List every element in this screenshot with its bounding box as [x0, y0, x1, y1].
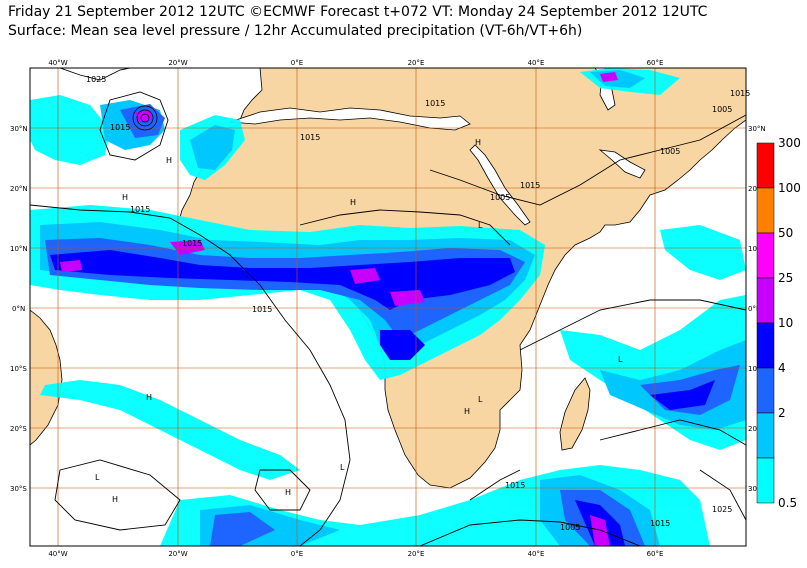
legend-swatch	[756, 232, 775, 279]
lat-tick-label: 0°N	[12, 305, 25, 313]
isobar-1025-southeast	[699, 469, 746, 521]
lon-tick-label: 40°W	[48, 550, 67, 558]
lon-tick-label: 40°E	[528, 59, 545, 67]
legend-label: 2	[778, 406, 786, 420]
isobar-label: 1015	[730, 89, 750, 98]
lon-tick-label: 40°W	[48, 59, 67, 67]
pressure-centre: H	[166, 156, 172, 165]
isobar-label: 1015	[110, 123, 130, 132]
red-sea	[469, 144, 531, 226]
lat-tick-label: 30°S	[10, 485, 27, 493]
isobar-label: 1005	[712, 105, 732, 114]
precipitation-legend: 300 100 50 25 10 4 2 0.5	[756, 136, 801, 510]
pressure-centre: H	[464, 407, 470, 416]
legend-label: 4	[778, 361, 786, 375]
lon-tick-label: 60°E	[647, 59, 664, 67]
isobar-label: 1015	[130, 205, 150, 214]
lon-tick-label: 40°E	[528, 550, 545, 558]
isobar-1005-south	[419, 519, 641, 546]
lon-tick-label: 20°E	[408, 59, 425, 67]
lat-tick-label: 20°N	[10, 185, 28, 193]
pressure-centre: L	[95, 473, 100, 482]
pressure-centre: H	[350, 198, 356, 207]
isobar-label: 1005	[660, 147, 680, 156]
lat-tick-label: 10°S	[10, 365, 27, 373]
lat-tick-label: 30	[748, 485, 757, 493]
isobar-1015-sahara	[299, 209, 511, 246]
pressure-centre: L	[478, 395, 483, 404]
lon-labels-top: 40°W 20°W 0°E 20°E 40°E 60°E	[48, 59, 663, 67]
mediterranean-sea	[229, 107, 471, 131]
isobar-1025-north	[59, 68, 131, 81]
isobars	[30, 68, 746, 546]
lat-tick-label: 0°N	[748, 305, 761, 313]
isobar-1015-southeast	[469, 469, 521, 501]
lon-labels-bottom: 40°W 20°W 0°E 20°E 40°E 60°E	[48, 550, 663, 558]
legend-swatch	[756, 412, 775, 459]
lon-tick-label: 20°W	[168, 550, 187, 558]
lat-labels-left: 30°N 20°N 10°N 0°N 10°S 20°S 30°S	[10, 125, 28, 493]
isobar-1015-indian-south	[599, 419, 746, 446]
pressure-centre: L	[340, 463, 345, 472]
chart-title-line2: Surface: Mean sea level pressure / 12hr …	[8, 23, 583, 39]
pressure-centre: H	[475, 138, 481, 147]
legend-label: 0.5	[778, 496, 797, 510]
lon-tick-label: 20°E	[408, 550, 425, 558]
pressure-centres: H H H H L H L H L L L H H	[95, 138, 623, 504]
isobar-label: 1015	[425, 99, 445, 108]
isobar-label: 1025	[712, 505, 732, 514]
landmass-south-america	[30, 309, 63, 446]
graticule	[30, 68, 746, 546]
legend-swatch	[756, 142, 775, 189]
legend-swatch	[756, 322, 775, 369]
isobar-label: 1015	[650, 519, 670, 528]
persian-gulf	[598, 149, 646, 179]
plot-frame	[29, 67, 747, 547]
isobar-label: 1005	[560, 523, 580, 532]
legend-swatch	[756, 457, 775, 504]
lat-tick-label: 20°S	[10, 425, 27, 433]
pressure-centre: H	[112, 495, 118, 504]
legend-label: 300	[778, 136, 801, 150]
lon-tick-label: 0°E	[291, 550, 303, 558]
isobar-labels: 1025 1015 1015 1015 1015 1015 1005 1005 …	[86, 75, 750, 532]
lon-tick-label: 20°W	[168, 59, 187, 67]
legend-label: 100	[778, 181, 801, 195]
pressure-centre: H	[285, 488, 291, 497]
landmass-madagascar	[559, 377, 591, 451]
isobar-label: 1005	[490, 193, 510, 202]
chart-title-line1: Friday 21 September 2012 12UTC ©ECMWF Fo…	[8, 4, 708, 20]
isobar-1015-indian	[519, 299, 746, 351]
legend-label: 50	[778, 226, 793, 240]
pressure-centre: L	[618, 355, 623, 364]
isobar-1005-arabia	[429, 114, 746, 206]
pressure-centre: L	[478, 221, 483, 230]
pressure-centre: H	[122, 193, 128, 202]
legend-swatch	[756, 187, 775, 234]
lat-tick-label: 10°S	[748, 365, 765, 373]
isobar-1015-hurricane	[99, 91, 169, 161]
lat-tick-label: 30°N	[10, 125, 28, 133]
lat-tick-label: 10°N	[10, 245, 28, 253]
hurricane-core	[132, 105, 158, 131]
isobar-label: 1015	[252, 305, 272, 314]
legend-label: 25	[778, 271, 793, 285]
isobar-1015-west	[30, 204, 351, 546]
isobar-label: 1015	[182, 239, 202, 248]
lon-tick-label: 0°E	[291, 59, 303, 67]
isobar-label: 1025	[86, 75, 106, 84]
isobar-1025-south-atlantic	[54, 459, 181, 531]
lon-tick-label: 60°E	[647, 550, 664, 558]
legend-swatch	[756, 277, 775, 324]
legend-label: 10	[778, 316, 793, 330]
isobar-gulf-loop	[254, 469, 311, 511]
lat-tick-label: 20°S	[748, 425, 765, 433]
isobar-label: 1015	[520, 181, 540, 190]
isobar-label: 1015	[300, 133, 320, 142]
legend-swatch	[756, 367, 775, 414]
isobar-label: 1015	[505, 481, 525, 490]
pressure-centre: H	[146, 393, 152, 402]
lat-tick-label: 30°N	[748, 125, 766, 133]
